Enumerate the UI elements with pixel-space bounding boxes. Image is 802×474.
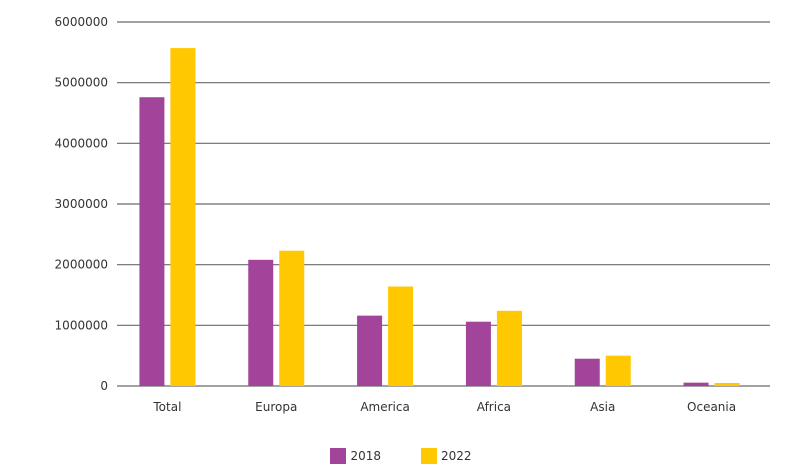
bar-europa-2018 [248, 259, 274, 386]
bar-africa-2018 [465, 321, 491, 386]
legend-label-2018: 2018 [350, 449, 381, 463]
bar-oceania-2018 [683, 382, 709, 386]
y-tick-label: 4000000 [55, 136, 108, 150]
y-tick-label: 3000000 [55, 197, 108, 211]
bar-america-2018 [357, 315, 383, 386]
legend-swatch-2018 [330, 448, 347, 464]
y-tick-label: 2000000 [55, 258, 108, 272]
bar-total-2018 [139, 97, 165, 386]
y-tick-label: 0 [100, 379, 108, 393]
bar-america-2022 [388, 286, 414, 386]
legend-label-2022: 2022 [441, 449, 472, 463]
y-tick-label: 1000000 [55, 318, 108, 332]
bar-asia-2018 [574, 358, 600, 386]
x-tick-label: Africa [477, 400, 511, 414]
x-tick-label: Total [152, 400, 181, 414]
y-tick-label: 6000000 [55, 15, 108, 29]
bar-oceania-2022 [714, 382, 740, 386]
legend-item-2018: 2018 [330, 448, 381, 464]
bar-europa-2022 [279, 250, 305, 386]
bar-africa-2022 [496, 310, 522, 386]
y-tick-label: 5000000 [55, 76, 108, 90]
x-tick-label: Europa [255, 400, 297, 414]
legend-swatch-2022 [421, 448, 437, 464]
bar-total-2022 [170, 48, 196, 386]
bar-asia-2022 [605, 355, 631, 386]
x-tick-label: Oceania [687, 400, 736, 414]
x-tick-label: Asia [590, 400, 615, 414]
legend: 2018 2022 [0, 448, 802, 464]
x-tick-label: America [360, 400, 410, 414]
legend-item-2022: 2022 [421, 448, 472, 464]
